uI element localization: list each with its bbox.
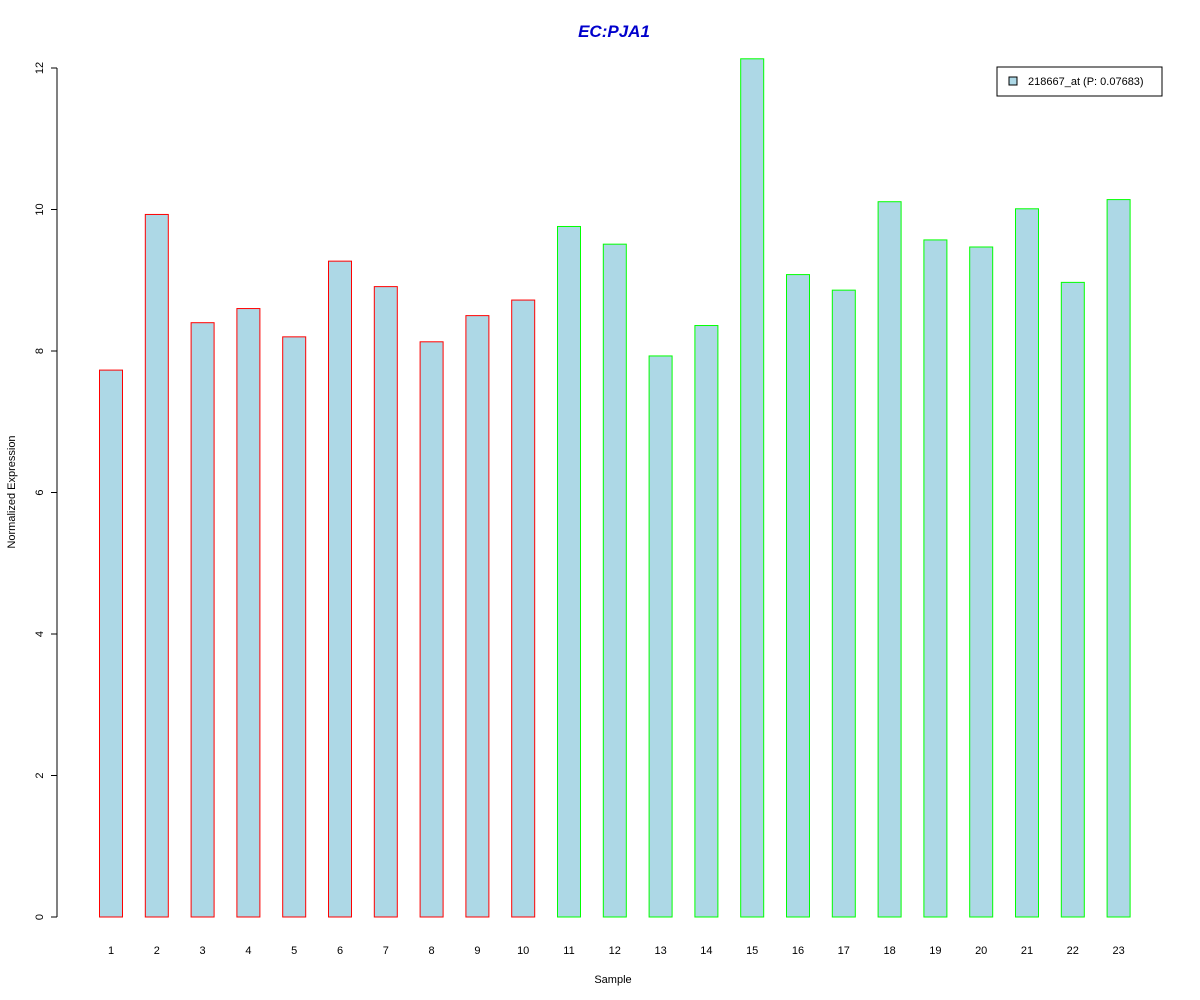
bar [602,243,627,918]
y-axis-tick-label: 2 [34,772,46,778]
bar [648,355,673,918]
x-axis-tick-label: 17 [838,945,850,957]
x-axis-tick-label: 11 [563,945,574,957]
x-axis-tick-labels: 1 2 3 4 5 6 7 8 9 10 11 12 13 14 15 16 17 18 19 20 21 22 23 [108,945,1125,957]
bar [831,289,856,918]
x-axis-label: Sample [594,974,631,986]
bar [328,260,352,918]
x-axis-tick-label: 6 [337,945,343,957]
bar [786,274,810,918]
y-axis-tick-label: 10 [34,203,46,215]
chart-title: EC:PJA1 [578,22,650,41]
legend-swatch [1008,76,1018,86]
x-axis-tick-label: 4 [245,945,251,957]
y-axis-label: Normalized Expression [6,435,18,548]
bar [190,322,215,918]
x-axis-tick-label: 10 [517,945,529,957]
y-axis: 0 2 4 6 8 10 12 [34,62,58,920]
x-axis-tick-label: 8 [429,945,435,957]
bars [99,58,1131,918]
x-axis-tick-label: 23 [1112,945,1124,957]
bar [511,299,536,918]
bar [99,369,123,918]
x-axis-tick-label: 21 [1021,945,1033,957]
bar [557,225,581,918]
x-axis-tick-label: 3 [200,945,206,957]
bar [1106,199,1131,918]
x-axis-tick-label: 22 [1067,945,1079,957]
x-axis-tick-label: 15 [746,945,758,957]
x-axis-tick-label: 9 [474,945,480,957]
x-axis-tick-label: 16 [792,945,804,957]
x-axis-tick-label: 13 [654,945,666,957]
y-axis-tick-label: 6 [34,489,46,495]
x-axis-tick-label: 12 [609,945,621,957]
y-axis-tick-label: 0 [34,914,46,920]
y-axis-tick-label: 4 [34,631,46,637]
bar [694,325,719,918]
legend: 218667_at (P: 0.07683) [996,66,1163,97]
x-axis-tick-label: 18 [883,945,895,957]
x-axis-tick-label: 1 [108,945,114,957]
x-axis-tick-label: 5 [291,945,297,957]
legend-label: 218667_at (P: 0.07683) [1028,76,1144,88]
bar [923,239,948,918]
x-axis-tick-label: 14 [700,945,712,957]
legend-box [996,66,1163,97]
bar [419,341,444,918]
bar [373,286,398,918]
bar [1060,281,1085,918]
x-axis-tick-label: 19 [929,945,941,957]
x-axis-tick-label: 2 [154,945,160,957]
bar [144,213,169,918]
bar [465,315,490,918]
bar [740,58,765,918]
bar [236,308,261,918]
bar [282,336,307,918]
bar [969,246,994,918]
x-axis-tick-label: 20 [975,945,987,957]
bar [877,201,902,918]
y-axis-tick-label: 12 [34,62,46,74]
x-axis-tick-label: 7 [383,945,389,957]
y-axis-tick-label: 8 [34,348,46,354]
bar [1015,208,1039,918]
